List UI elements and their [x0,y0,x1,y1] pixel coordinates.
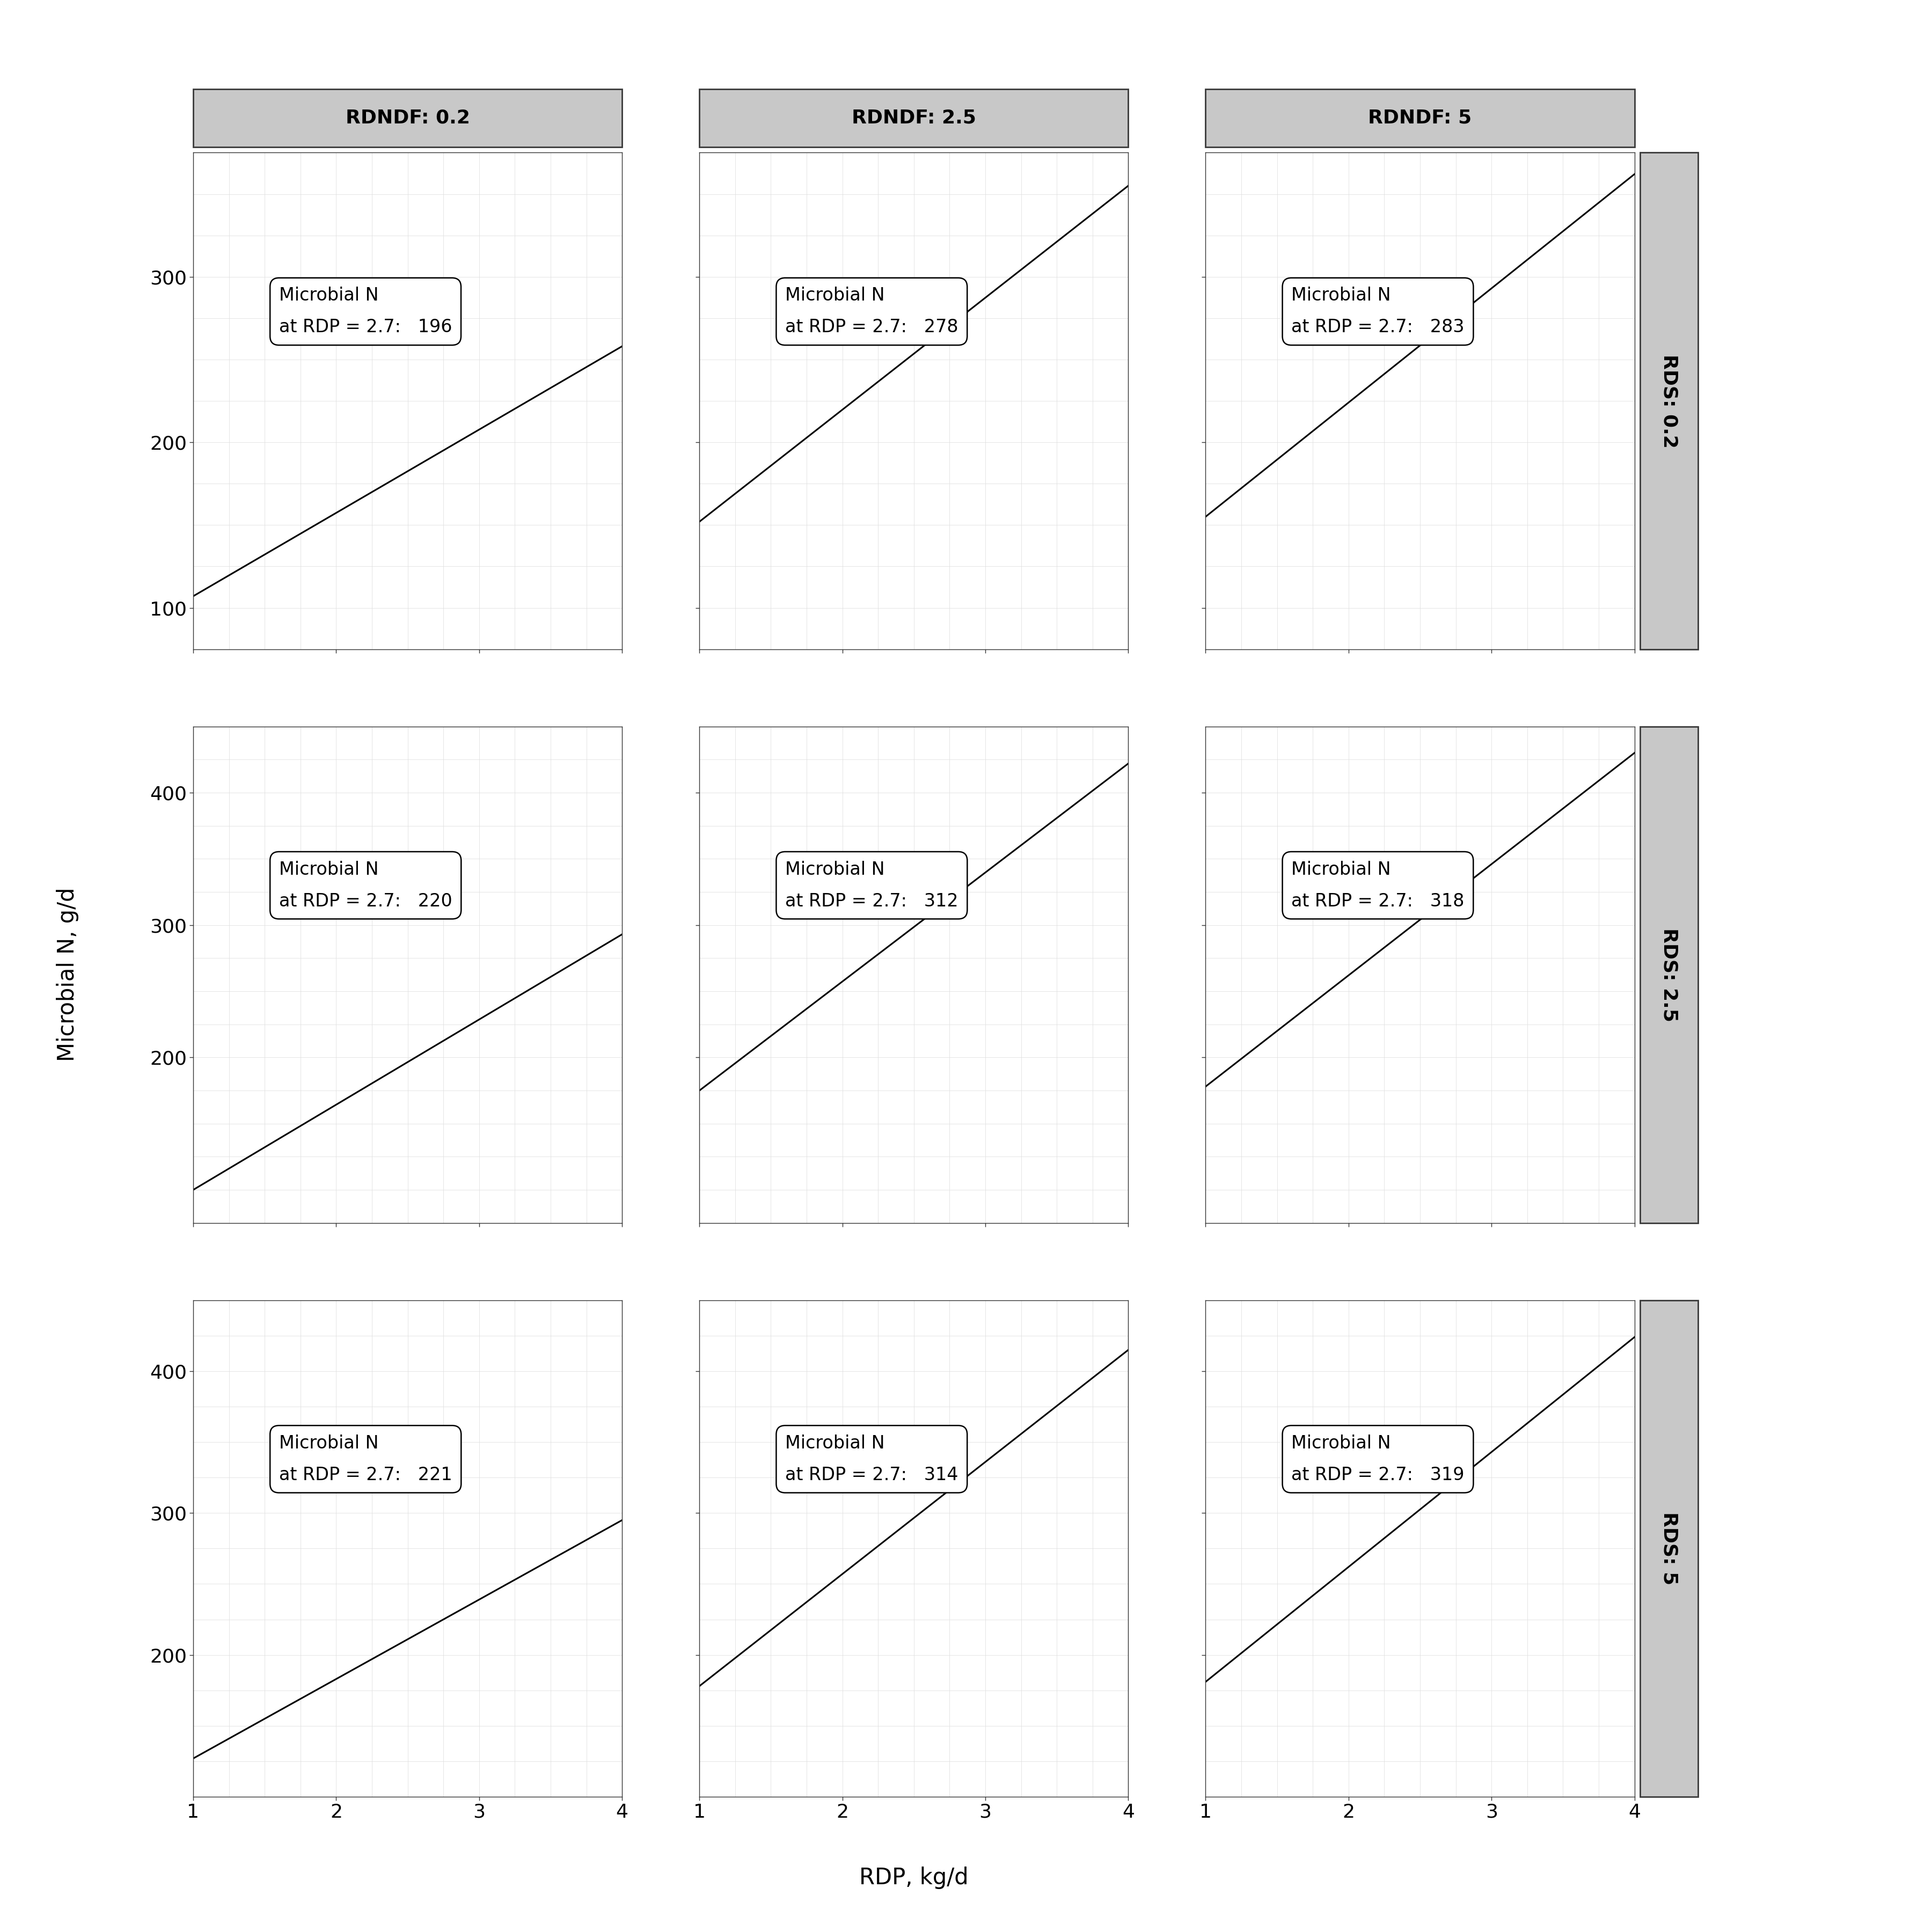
Text: RDNDF: 2.5: RDNDF: 2.5 [852,108,976,128]
Text: Microbial N
at RDP = 2.7:   196: Microbial N at RDP = 2.7: 196 [278,286,452,336]
Text: RDP, kg/d: RDP, kg/d [860,1866,968,1889]
Text: RDS: 2.5: RDS: 2.5 [1660,927,1679,1022]
Text: Microbial N
at RDP = 2.7:   278: Microbial N at RDP = 2.7: 278 [784,286,958,336]
Text: Microbial N
at RDP = 2.7:   220: Microbial N at RDP = 2.7: 220 [278,860,452,910]
Text: Microbial N
at RDP = 2.7:   318: Microbial N at RDP = 2.7: 318 [1291,860,1464,910]
Text: RDS: 0.2: RDS: 0.2 [1660,354,1679,448]
Text: Microbial N
at RDP = 2.7:   221: Microbial N at RDP = 2.7: 221 [278,1434,452,1484]
Text: RDS: 5: RDS: 5 [1660,1513,1679,1584]
Text: RDNDF: 5: RDNDF: 5 [1368,108,1472,128]
Text: Microbial N
at RDP = 2.7:   319: Microbial N at RDP = 2.7: 319 [1291,1434,1464,1484]
Text: Microbial N
at RDP = 2.7:   283: Microbial N at RDP = 2.7: 283 [1291,286,1464,336]
Text: Microbial N
at RDP = 2.7:   312: Microbial N at RDP = 2.7: 312 [784,860,958,910]
Text: Microbial N
at RDP = 2.7:   314: Microbial N at RDP = 2.7: 314 [784,1434,958,1484]
Text: RDNDF: 0.2: RDNDF: 0.2 [346,108,469,128]
Text: Microbial N, g/d: Microbial N, g/d [56,887,79,1063]
